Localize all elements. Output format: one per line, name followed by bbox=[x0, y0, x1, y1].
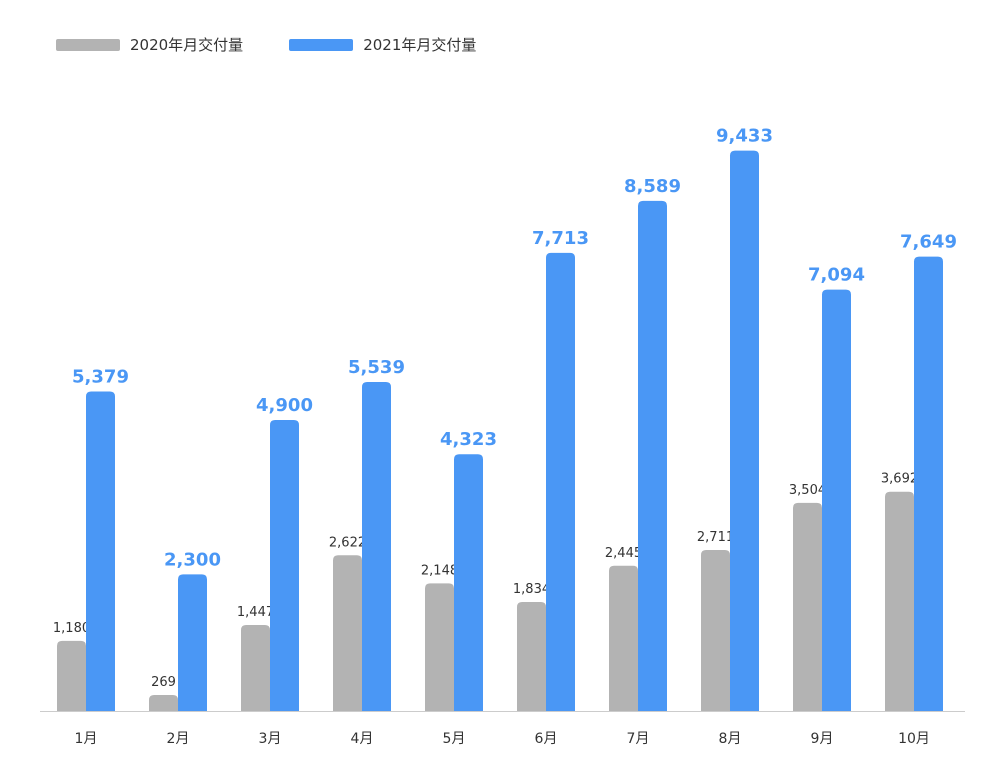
legend-label-2020: 2020年月交付量 bbox=[130, 36, 244, 54]
data-label-2020-4: 2,622 bbox=[329, 535, 366, 550]
bar-2021-1 bbox=[86, 391, 115, 711]
data-label-2020-5: 2,148 bbox=[421, 563, 458, 578]
bar-2020-3 bbox=[241, 625, 270, 711]
data-label-2021-4: 5,539 bbox=[348, 357, 405, 378]
legend-item-2020: 2020年月交付量 bbox=[56, 34, 243, 55]
bar-2020-10 bbox=[885, 491, 914, 711]
x-tick-label-6: 6月 bbox=[535, 731, 558, 747]
bar-2021-6 bbox=[546, 252, 575, 712]
data-label-2020-2: 269 bbox=[151, 675, 176, 690]
x-tick-label-9: 9月 bbox=[811, 731, 834, 747]
data-label-2020-10: 3,692 bbox=[881, 472, 918, 487]
legend-item-2021: 2021年月交付量 bbox=[289, 34, 476, 55]
bar-2021-8 bbox=[730, 150, 759, 711]
data-label-2021-6: 7,713 bbox=[532, 228, 589, 249]
bar-2021-3 bbox=[270, 419, 299, 711]
data-label-2021-9: 7,094 bbox=[808, 265, 865, 286]
legend-swatch-2020 bbox=[56, 38, 120, 51]
bar-2020-4 bbox=[333, 555, 362, 711]
legend-label-2021: 2021年月交付量 bbox=[363, 36, 477, 54]
bar-2021-9 bbox=[822, 289, 851, 711]
bar-2020-6 bbox=[517, 602, 546, 711]
data-label-2021-3: 4,900 bbox=[256, 395, 313, 416]
data-label-2021-5: 4,323 bbox=[440, 429, 497, 450]
x-tick-label-10: 10月 bbox=[898, 731, 930, 747]
data-label-2020-7: 2,445 bbox=[605, 546, 642, 561]
bar-2020-9 bbox=[793, 502, 822, 711]
bar-2021-4 bbox=[362, 381, 391, 711]
x-tick-label-3: 3月 bbox=[259, 731, 282, 747]
x-tick-label-5: 5月 bbox=[443, 731, 466, 747]
legend: 2020年月交付量 2021年月交付量 bbox=[56, 34, 476, 55]
x-tick-label-2: 2月 bbox=[167, 731, 190, 747]
data-label-2021-7: 8,589 bbox=[624, 176, 681, 197]
bar-2021-10 bbox=[914, 256, 943, 711]
bar-2020-8 bbox=[701, 549, 730, 711]
data-label-2020-1: 1,180 bbox=[53, 621, 90, 636]
data-label-2020-6: 1,834 bbox=[513, 582, 550, 597]
x-tick-label-1: 1月 bbox=[75, 731, 98, 747]
bar-2021-5 bbox=[454, 454, 483, 711]
data-label-2021-1: 5,379 bbox=[72, 366, 129, 387]
data-label-2021-10: 7,649 bbox=[900, 232, 957, 253]
bar-2021-7 bbox=[638, 200, 667, 711]
bar-2020-2 bbox=[149, 695, 178, 711]
legend-swatch-2021 bbox=[289, 38, 354, 51]
data-label-2020-9: 3,504 bbox=[789, 483, 826, 498]
x-tick-label-7: 7月 bbox=[627, 731, 650, 747]
data-label-2021-8: 9,433 bbox=[716, 126, 773, 147]
bar-2020-1 bbox=[57, 640, 86, 711]
data-label-2020-8: 2,711 bbox=[697, 530, 734, 545]
bar-2020-5 bbox=[425, 583, 454, 711]
bar-2020-7 bbox=[609, 565, 638, 711]
bar-2021-2 bbox=[178, 574, 207, 711]
data-label-2021-2: 2,300 bbox=[164, 549, 221, 570]
x-tick-label-4: 4月 bbox=[351, 731, 374, 747]
x-tick-label-8: 8月 bbox=[719, 731, 742, 747]
data-label-2020-3: 1,447 bbox=[237, 605, 274, 620]
